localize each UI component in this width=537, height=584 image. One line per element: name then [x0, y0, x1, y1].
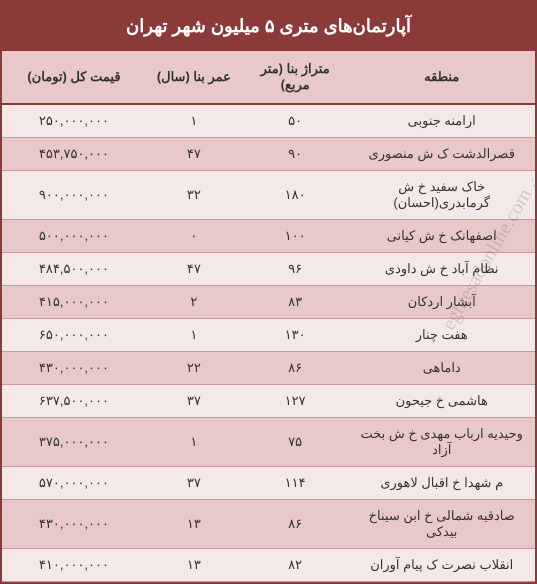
cell-price: ۴۱۰,۰۰۰,۰۰۰: [2, 549, 146, 582]
cell-price: ۴۳۰,۰۰۰,۰۰۰: [2, 500, 146, 549]
cell-region: قصرالدشت ک ش منصوری: [348, 138, 535, 171]
cell-region: داماهی: [348, 352, 535, 385]
cell-region: صادقیه شمالی خ ابن سیناخ بیدکی: [348, 500, 535, 549]
cell-area: ۹۶: [242, 253, 349, 286]
table-title: آپارتمان‌های متری ۵ میلیون شهر تهران: [2, 2, 535, 51]
cell-area: ۸۶: [242, 500, 349, 549]
table-row: آبشار اردکان۸۳۲۴۱۵,۰۰۰,۰۰۰: [2, 286, 535, 319]
cell-area: ۵۰: [242, 104, 349, 138]
cell-age: ۱: [146, 104, 242, 138]
cell-region: هفت چنار: [348, 319, 535, 352]
cell-region: وحیدیه ارباب مهدی خ ش بخت آزاد: [348, 418, 535, 467]
cell-area: ۸۲: [242, 549, 349, 582]
table-row: نظام آباد خ ش داودی۹۶۴۷۴۸۴,۵۰۰,۰۰۰: [2, 253, 535, 286]
table-row: ارامنه جنوبی۵۰۱۲۵۰,۰۰۰,۰۰۰: [2, 104, 535, 138]
cell-age: ۰: [146, 220, 242, 253]
table-row: اصفهانک خ ش کیانی۱۰۰۰۵۰۰,۰۰۰,۰۰۰: [2, 220, 535, 253]
cell-age: ۴۷: [146, 253, 242, 286]
header-row: منطقه متراژ بنا (متر مربع) عمر بنا (سال)…: [2, 51, 535, 104]
cell-area: ۱۱۴: [242, 467, 349, 500]
cell-price: ۴۵۳,۷۵۰,۰۰۰: [2, 138, 146, 171]
cell-area: ۹۰: [242, 138, 349, 171]
cell-price: ۴۸۴,۵۰۰,۰۰۰: [2, 253, 146, 286]
cell-age: ۳۲: [146, 171, 242, 220]
table-row: خاک سفید خ ش گرمابدری(احسان)۱۸۰۳۲۹۰۰,۰۰۰…: [2, 171, 535, 220]
table-row: داماهی۸۶۲۲۴۳۰,۰۰۰,۰۰۰: [2, 352, 535, 385]
header-age: عمر بنا (سال): [146, 51, 242, 104]
cell-region: نظام آباد خ ش داودی: [348, 253, 535, 286]
cell-area: ۱۸۰: [242, 171, 349, 220]
cell-price: ۶۵۰,۰۰۰,۰۰۰: [2, 319, 146, 352]
cell-price: ۴۱۵,۰۰۰,۰۰۰: [2, 286, 146, 319]
cell-price: ۹۰۰,۰۰۰,۰۰۰: [2, 171, 146, 220]
cell-age: ۳۷: [146, 467, 242, 500]
cell-price: ۶۳۷,۵۰۰,۰۰۰: [2, 385, 146, 418]
table-body: ارامنه جنوبی۵۰۱۲۵۰,۰۰۰,۰۰۰قصرالدشت ک ش م…: [2, 104, 535, 582]
table-row: هاشمی خ جیحون۱۲۷۳۷۶۳۷,۵۰۰,۰۰۰: [2, 385, 535, 418]
table-row: صادقیه شمالی خ ابن سیناخ بیدکی۸۶۱۳۴۳۰,۰۰…: [2, 500, 535, 549]
cell-price: ۵۰۰,۰۰۰,۰۰۰: [2, 220, 146, 253]
cell-age: ۱۳: [146, 500, 242, 549]
cell-age: ۱۳: [146, 549, 242, 582]
cell-area: ۸۶: [242, 352, 349, 385]
table-row: وحیدیه ارباب مهدی خ ش بخت آزاد۷۵۱۳۷۵,۰۰۰…: [2, 418, 535, 467]
apartment-prices-table: منطقه متراژ بنا (متر مربع) عمر بنا (سال)…: [2, 51, 535, 582]
cell-region: م شهدا خ اقبال لاهوری: [348, 467, 535, 500]
cell-area: ۱۳۰: [242, 319, 349, 352]
table-row: قصرالدشت ک ش منصوری۹۰۴۷۴۵۳,۷۵۰,۰۰۰: [2, 138, 535, 171]
cell-region: اصفهانک خ ش کیانی: [348, 220, 535, 253]
cell-price: ۳۷۵,۰۰۰,۰۰۰: [2, 418, 146, 467]
cell-area: ۱۲۷: [242, 385, 349, 418]
cell-area: ۱۰۰: [242, 220, 349, 253]
cell-region: هاشمی خ جیحون: [348, 385, 535, 418]
cell-region: انقلاب نصرت ک پیام آوران: [348, 549, 535, 582]
cell-price: ۴۳۰,۰۰۰,۰۰۰: [2, 352, 146, 385]
table-wrapper: آپارتمان‌های متری ۵ میلیون شهر تهران منط…: [0, 0, 537, 584]
table-row: هفت چنار۱۳۰۱۶۵۰,۰۰۰,۰۰۰: [2, 319, 535, 352]
cell-age: ۲: [146, 286, 242, 319]
cell-age: ۴۷: [146, 138, 242, 171]
apartment-table-container: آپارتمان‌های متری ۵ میلیون شهر تهران منط…: [0, 0, 537, 584]
cell-region: آبشار اردکان: [348, 286, 535, 319]
cell-age: ۱: [146, 418, 242, 467]
cell-region: خاک سفید خ ش گرمابدری(احسان): [348, 171, 535, 220]
header-region: منطقه: [348, 51, 535, 104]
table-row: م شهدا خ اقبال لاهوری۱۱۴۳۷۵۷۰,۰۰۰,۰۰۰: [2, 467, 535, 500]
cell-area: ۸۳: [242, 286, 349, 319]
cell-price: ۲۵۰,۰۰۰,۰۰۰: [2, 104, 146, 138]
cell-age: ۲۲: [146, 352, 242, 385]
header-area: متراژ بنا (متر مربع): [242, 51, 349, 104]
header-price: قیمت کل (تومان): [2, 51, 146, 104]
cell-region: ارامنه جنوبی: [348, 104, 535, 138]
cell-age: ۳۷: [146, 385, 242, 418]
cell-age: ۱: [146, 319, 242, 352]
cell-area: ۷۵: [242, 418, 349, 467]
table-row: انقلاب نصرت ک پیام آوران۸۲۱۳۴۱۰,۰۰۰,۰۰۰: [2, 549, 535, 582]
cell-price: ۵۷۰,۰۰۰,۰۰۰: [2, 467, 146, 500]
